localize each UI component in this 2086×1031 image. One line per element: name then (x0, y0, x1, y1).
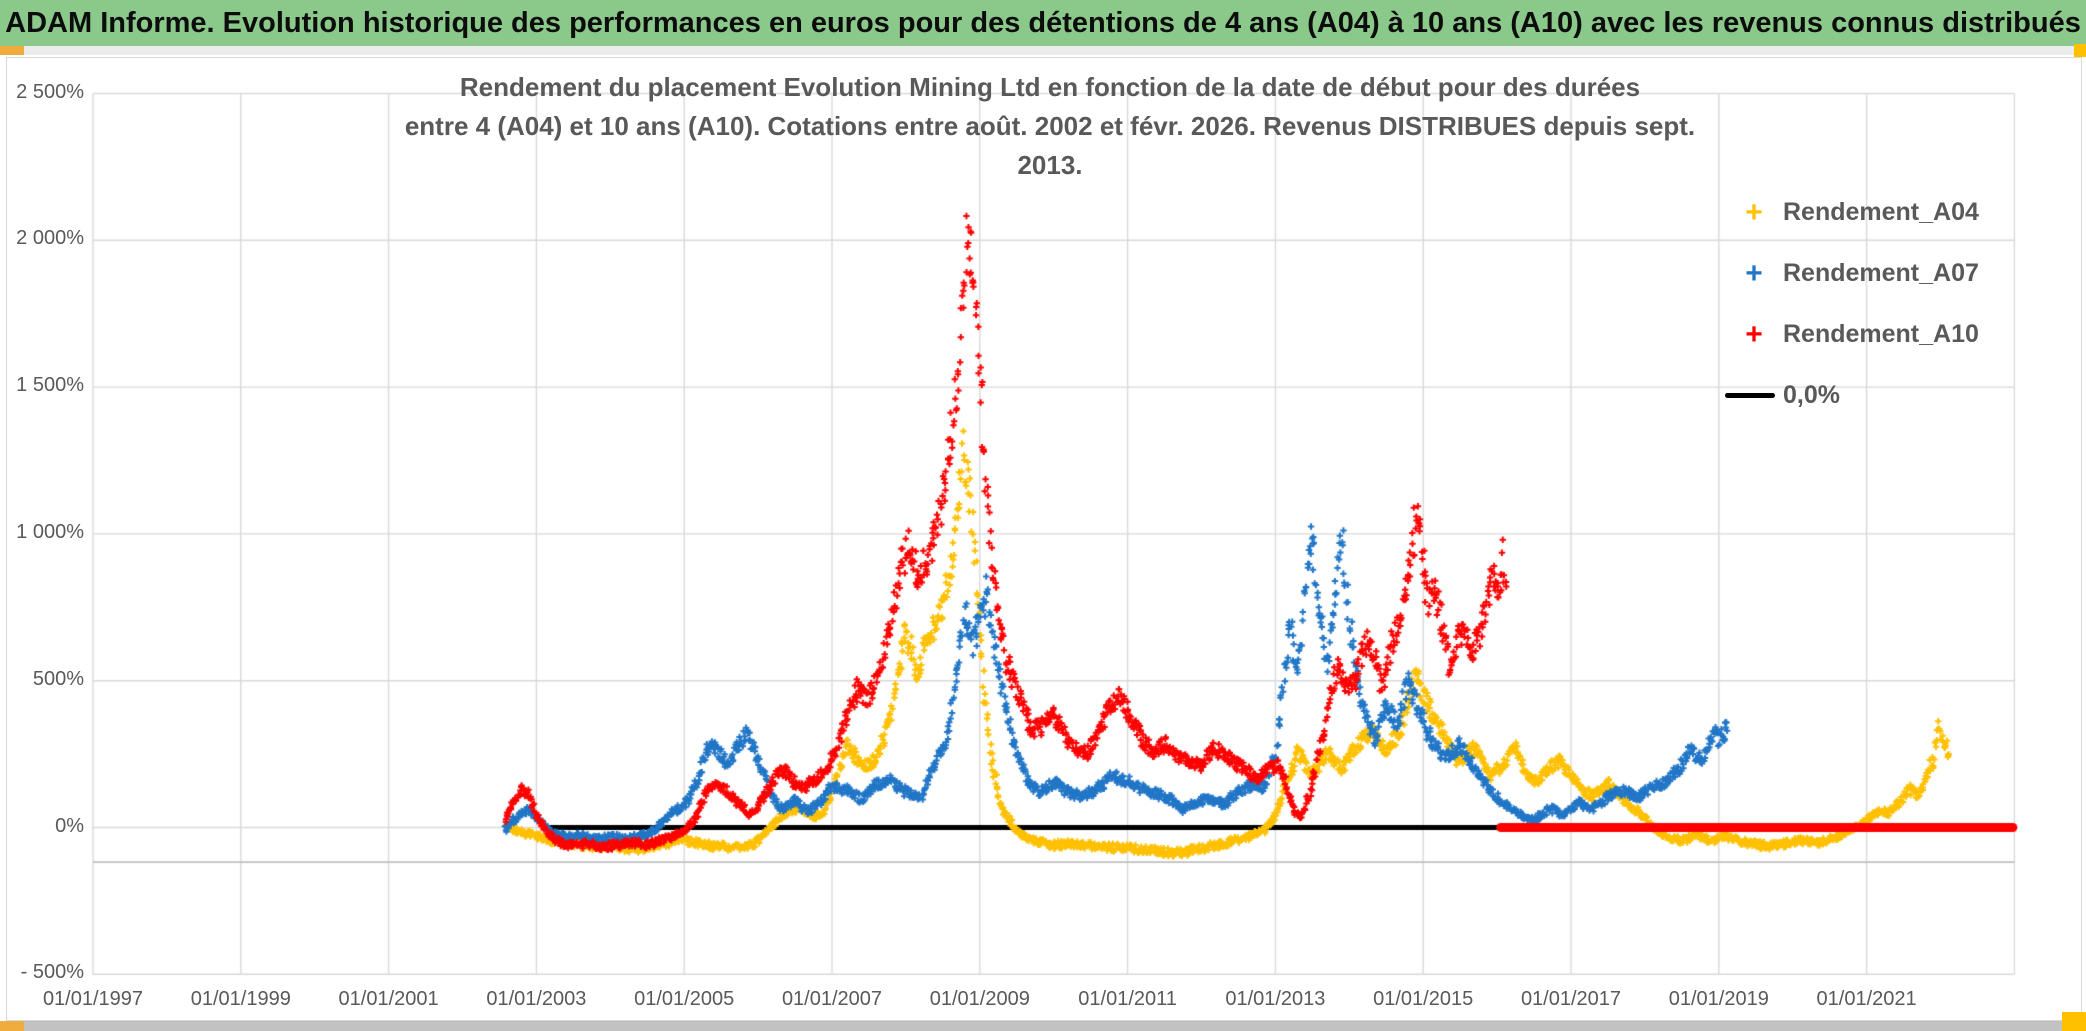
y-tick-label: 1 500% (16, 374, 84, 397)
x-tick-label: 01/01/2017 (1520, 988, 1622, 1010)
y-tick-label: 2 500% (16, 80, 84, 103)
legend-item: + Rendement_A10 (1725, 304, 2055, 365)
legend-item: + Rendement_A04 (1725, 182, 2055, 243)
bottom-divider-strip (0, 1021, 2086, 1031)
gold-accent-bottom-right (2062, 1012, 2086, 1031)
chart-title: Rendement du placement Evolution Mining … (400, 68, 1700, 185)
gold-accent-bottom-left (0, 1021, 24, 1031)
y-tick-label: 2 000% (16, 227, 84, 250)
legend-plus-marker: + (1745, 317, 1763, 351)
y-tick-label: 0% (55, 814, 84, 837)
x-tick-label: 01/01/2019 (1668, 988, 1769, 1010)
legend-plus-marker: + (1745, 256, 1763, 290)
y-tick-label: - 500% (20, 961, 84, 984)
x-tick-label: 01/01/2005 (634, 988, 735, 1010)
chart-title-line2: entre 4 (A04) et 10 ans (A10). Cotations… (404, 111, 1696, 180)
y-tick-label: 1 000% (16, 520, 84, 543)
x-tick-label: 01/01/1997 (42, 988, 144, 1010)
x-tick-label: 01/01/2013 (1225, 988, 1326, 1010)
x-tick-label: 01/01/2011 (1078, 988, 1177, 1010)
legend-label: 0,0% (1783, 381, 1840, 409)
legend-label: Rendement_A07 (1783, 259, 1979, 287)
legend-item: + Rendement_A07 (1725, 243, 2055, 304)
x-tick-label: 01/01/2015 (1373, 988, 1474, 1010)
x-tick-label: 01/01/2003 (486, 988, 587, 1010)
x-tick-label: 01/01/2001 (338, 988, 439, 1010)
legend-plus-marker: + (1745, 195, 1763, 229)
x-tick-label: 01/01/1999 (190, 988, 291, 1010)
x-tick-label: 01/01/2021 (1816, 988, 1917, 1010)
chart-title-line1: Rendement du placement Evolution Mining … (459, 72, 1641, 102)
legend-zero-line-swatch (1725, 393, 1775, 398)
x-tick-label: 01/01/2007 (781, 988, 883, 1010)
y-tick-label: 500% (32, 667, 84, 690)
chart-legend: + Rendement_A04 + Rendement_A07 + Rendement_A… (1725, 182, 2055, 426)
legend-item: 0,0% (1725, 365, 2055, 426)
x-tick-label: 01/01/2009 (929, 988, 1030, 1010)
legend-label: Rendement_A10 (1783, 320, 1979, 348)
legend-label: Rendement_A04 (1783, 198, 1979, 226)
